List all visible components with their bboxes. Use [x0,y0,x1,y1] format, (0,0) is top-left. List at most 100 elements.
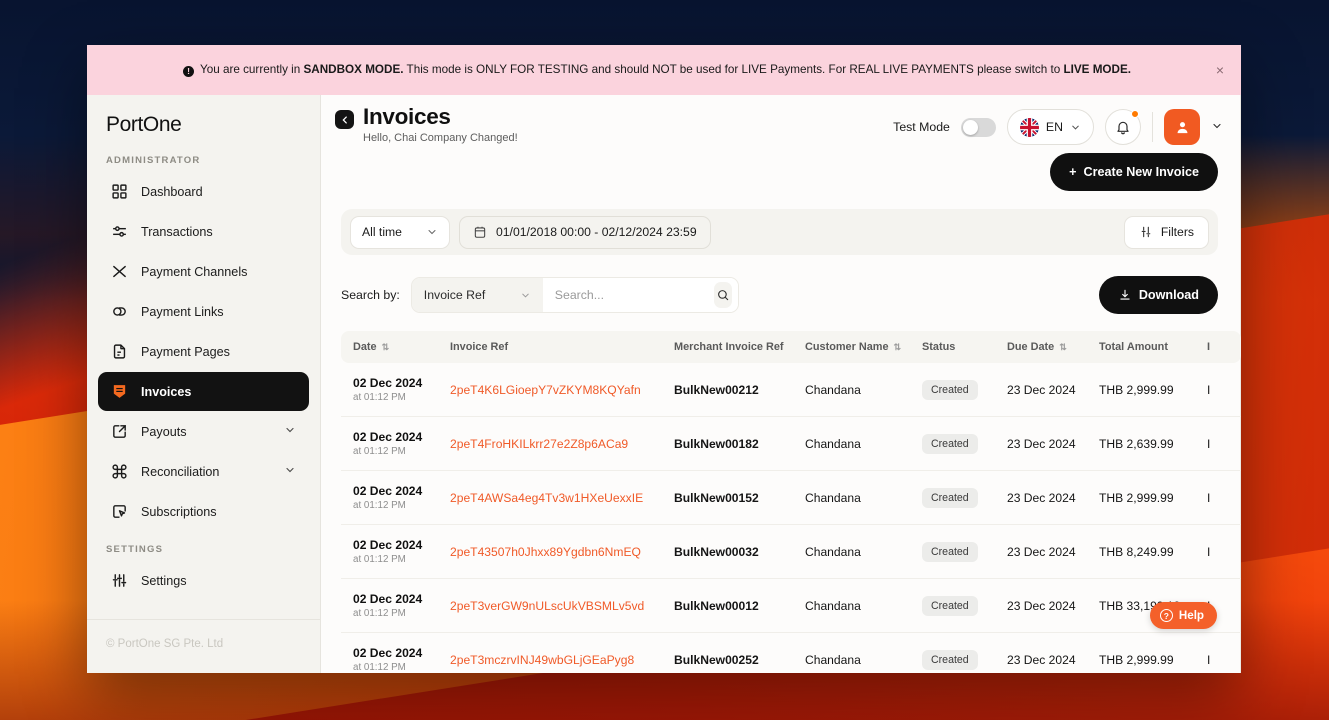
sidebar-item-settings[interactable]: Settings [98,561,309,600]
search-button[interactable] [713,282,732,308]
notifications-button[interactable] [1105,109,1141,145]
sidebar-item-invoices[interactable]: Invoices [98,372,309,411]
copyright-text: © PortOne SG Pte. Ltd [106,638,224,650]
invoice-ref-link[interactable]: 2peT43507h0Jhxx89Ygdbn6NmEQ [450,544,641,559]
banner-live-mode: LIVE MODE. [1063,62,1132,76]
column-label: Due Date [1007,341,1055,353]
table-row[interactable]: 02 Dec 2024 at 01:12 PM 2peT4K6LGioepY7vZ… [341,363,1241,417]
column-header-invoice-ref[interactable]: Invoice Ref [444,331,668,363]
sidebar-item-label: Payment Links [141,304,224,319]
column-header-total-amount[interactable]: Total Amount [1093,331,1201,363]
app-body: PortOne ADMINISTRATOR Dashboard Transact… [87,95,1241,673]
invoice-ref-link[interactable]: 2peT4FroHKILkrr27e2Z8p6ACa9 [450,436,629,451]
sidebar-item-payment-links[interactable]: Payment Links [98,292,309,331]
main-content: Invoices Hello, Chai Company Changed! Te… [321,95,1241,673]
sidebar-item-transactions[interactable]: Transactions [98,212,309,251]
cell-date: 02 Dec 2024 at 01:12 PM [341,578,444,633]
close-icon[interactable]: × [1215,62,1224,78]
calendar-icon [474,226,486,238]
table-body: 02 Dec 2024 at 01:12 PM 2peT4K6LGioepY7vZ… [341,363,1241,673]
banner-sandbox-mode: SANDBOX MODE. [303,62,404,76]
account-menu-caret[interactable] [1211,120,1223,135]
table-row[interactable]: 02 Dec 2024 at 01:12 PM 2peT4FroHKILkrr27… [341,416,1241,471]
search-field-select[interactable]: Invoice Ref [411,278,543,312]
invoices-table: Date ⇅ Invoice Ref Merchant Invoice Ref C… [341,331,1241,673]
search-by-label: Search by: [341,288,400,302]
sidebar-item-payment-channels[interactable]: Payment Channels [98,252,309,291]
cell-merchant-ref: BulkNew00182 [668,416,799,471]
sidebar-item-subscriptions[interactable]: Subscriptions [98,492,309,531]
invoice-ref-link[interactable]: 2peT4K6LGioepY7vZKYM8KQYafn [450,382,641,397]
table-row[interactable]: 02 Dec 2024 at 01:12 PM 2peT3mczrvINJ49wb… [341,632,1241,673]
brand-logo[interactable]: PortOne [87,95,320,143]
filters-button[interactable]: Filters [1123,215,1209,249]
table-row[interactable]: 02 Dec 2024 at 01:12 PM 2peT3verGW9nULscU… [341,578,1241,633]
sidebar-nav: Dashboard Transactions Payment Channels [87,172,320,532]
invoice-icon [111,383,128,400]
cell-due-date: 23 Dec 2024 [1001,470,1093,525]
date-range-picker[interactable]: 01/01/2018 00:00 - 02/12/2024 23:59 [459,215,711,249]
sidebar-footer: © PortOne SG Pte. Ltd [87,619,320,673]
sidebar-item-payment-pages[interactable]: Payment Pages [98,332,309,371]
search-group: Invoice Ref [410,277,739,313]
cell-invoice-ref: 2peT4AWSa4eg4Tv3w1HXeUexxIE [444,470,668,525]
table-row[interactable]: 02 Dec 2024 at 01:12 PM 2peT4AWSa4eg4Tv3w… [341,470,1241,525]
invoice-ref-link[interactable]: 2peT4AWSa4eg4Tv3w1HXeUexxIE [450,490,644,505]
arrow-out-icon [111,423,128,440]
time-range-select[interactable]: All time [350,215,450,249]
column-header-date[interactable]: Date ⇅ [341,331,444,363]
cell-date: 02 Dec 2024 at 01:12 PM [341,524,444,579]
sidebar-collapse-button[interactable] [335,110,354,129]
cell-status: Created [916,524,1001,579]
column-label: Customer Name [805,341,889,353]
cell-total-amount: THB 2,999.99 [1093,470,1201,525]
document-icon [111,343,128,360]
browser-window: ! You are currently in SANDBOX MODE. This… [87,45,1241,673]
settings-sliders-icon [111,572,128,589]
sort-arrows-icon[interactable]: ⇅ [381,342,390,352]
sidebar-section-settings: SETTINGS [106,544,164,555]
table-row[interactable]: 02 Dec 2024 at 01:12 PM 2peT43507h0Jhxx89… [341,524,1241,579]
search-input[interactable] [554,288,714,302]
cell-due-date: 23 Dec 2024 [1001,578,1093,633]
cell-truncated: I [1201,363,1241,417]
column-header-truncated[interactable]: I [1201,331,1241,363]
sidebar-item-label: Subscriptions [141,504,217,519]
test-mode-toggle[interactable] [960,117,996,137]
user-avatar[interactable] [1164,109,1200,145]
sliders-icon [111,223,128,240]
column-header-due-date[interactable]: Due Date ⇅ [1001,331,1093,363]
language-selector[interactable]: EN [1006,109,1094,145]
plus-icon: + [1069,165,1077,179]
toggle-knob [962,119,978,135]
cell-customer-name: Chandana [799,416,916,471]
cell-truncated: I [1201,470,1241,525]
date-value: 02 Dec 2024 [353,430,423,444]
invoices-table-wrap: Date ⇅ Invoice Ref Merchant Invoice Ref C… [341,331,1241,673]
cell-invoice-ref: 2peT4K6LGioepY7vZKYM8KQYafn [444,363,668,417]
download-icon [1120,289,1130,300]
sidebar-item-payouts[interactable]: Payouts [98,412,309,451]
cell-customer-name: Chandana [799,524,916,579]
help-label: Help [1178,609,1204,622]
download-button[interactable]: Download [1098,276,1218,314]
cell-merchant-ref: BulkNew00252 [668,632,799,673]
column-header-merchant-invoice-ref[interactable]: Merchant Invoice Ref [668,331,799,363]
cell-status: Created [916,578,1001,633]
sort-arrows-icon[interactable]: ⇅ [893,342,902,352]
cell-truncated: I [1201,632,1241,673]
sidebar-item-reconciliation[interactable]: Reconciliation [98,452,309,491]
time-value: at 01:12 PM [353,662,406,673]
sort-arrows-icon[interactable]: ⇅ [1059,342,1067,352]
sidebar-item-dashboard[interactable]: Dashboard [98,172,309,211]
column-header-customer-name[interactable]: Customer Name ⇅ [799,331,916,363]
help-button[interactable]: ? Help [1149,602,1217,629]
column-header-status[interactable]: Status [916,331,1001,363]
column-label: Date [353,341,377,353]
bell-icon [1117,121,1129,135]
cell-merchant-ref: BulkNew00012 [668,578,799,633]
invoice-ref-link[interactable]: 2peT3verGW9nULscUkVBSMLv5vd [450,598,645,613]
create-new-invoice-button[interactable]: + Create New Invoice [1050,153,1218,191]
cell-total-amount: THB 2,999.99 [1093,363,1201,417]
invoice-ref-link[interactable]: 2peT3mczrvINJ49wbGLjGEaPyg8 [450,652,635,667]
